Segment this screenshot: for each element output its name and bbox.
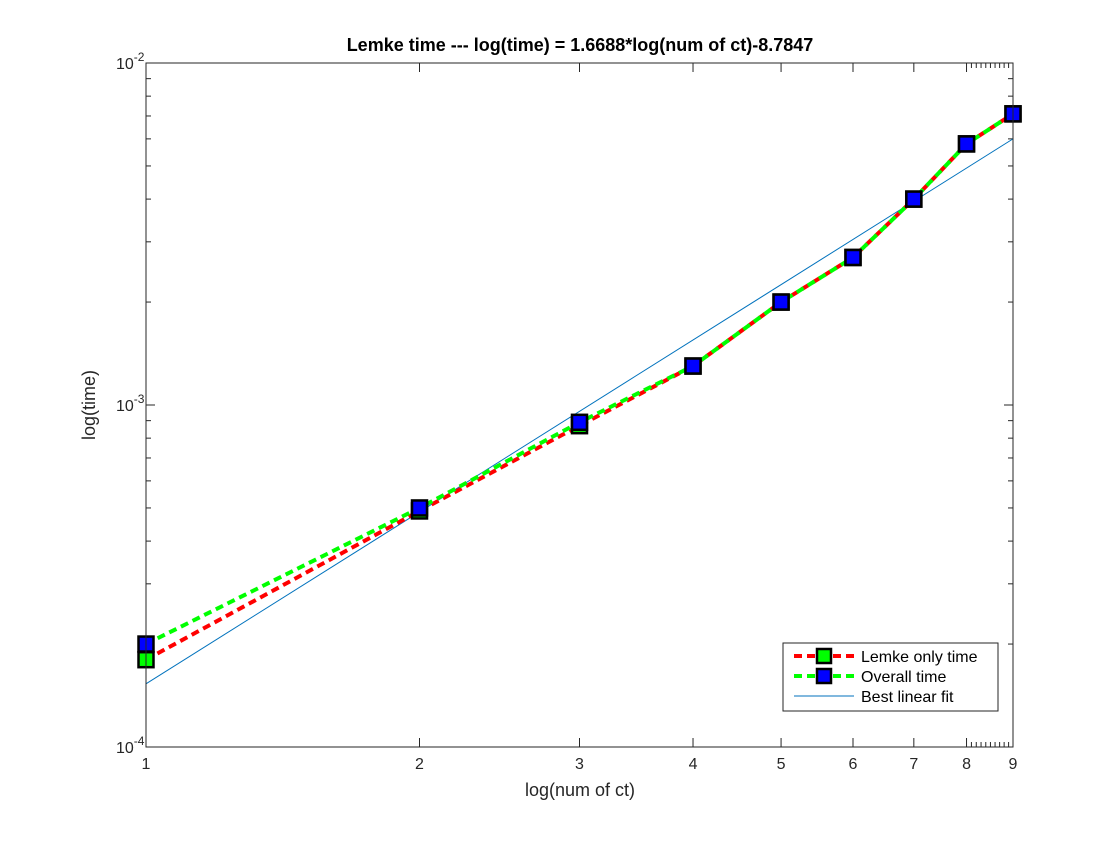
overall-time-marker xyxy=(684,357,702,375)
y-tick-labels: 10-4 10-3 10-2 xyxy=(116,50,145,757)
overall-time-marker xyxy=(772,293,790,311)
x-tick-label: 8 xyxy=(962,756,971,773)
x-tick-label: 1 xyxy=(142,756,151,773)
series-layer xyxy=(137,105,1022,685)
legend-label: Lemke only time xyxy=(861,649,978,666)
x-tick-label: 4 xyxy=(689,756,698,773)
x-tick-label: 9 xyxy=(1009,756,1018,773)
y-tick-label: 10-2 xyxy=(116,50,145,73)
legend-marker xyxy=(815,647,833,665)
x-tick-label: 2 xyxy=(415,756,424,773)
x-tick-label: 5 xyxy=(777,756,786,773)
x-tick-label: 3 xyxy=(575,756,584,773)
legend-label: Best linear fit xyxy=(861,689,954,706)
x-tick-label: 6 xyxy=(849,756,858,773)
y-tick-label: 10-4 xyxy=(116,734,145,757)
y-axis-label: log(time) xyxy=(79,370,99,440)
overall-time-marker xyxy=(957,135,976,153)
chart-title: Lemke time --- log(time) = 1.6688*log(nu… xyxy=(347,35,814,55)
overall-time-marker xyxy=(905,190,923,208)
legend-label: Overall time xyxy=(861,669,946,686)
legend-marker xyxy=(815,667,833,685)
x-tick-labels: 1 2 3 4 5 6 7 8 9 xyxy=(142,756,1018,773)
plot-area xyxy=(146,63,1013,747)
y-tick-label: 10-3 xyxy=(116,392,145,415)
overall-time-marker xyxy=(844,248,862,267)
minor-ticks xyxy=(146,63,1013,747)
series-best-linear-fit-line xyxy=(145,138,1014,685)
legend-entries: Lemke only time Overall time Best linear f… xyxy=(794,647,978,706)
x-tick-label: 7 xyxy=(909,756,918,773)
x-axis-label: log(num of ct) xyxy=(525,780,635,800)
overall-time-marker xyxy=(410,499,429,517)
axes-box xyxy=(145,62,1014,748)
legend: Lemke only time Overall time Best linear f… xyxy=(782,642,999,712)
overall-time-marker xyxy=(570,413,589,432)
